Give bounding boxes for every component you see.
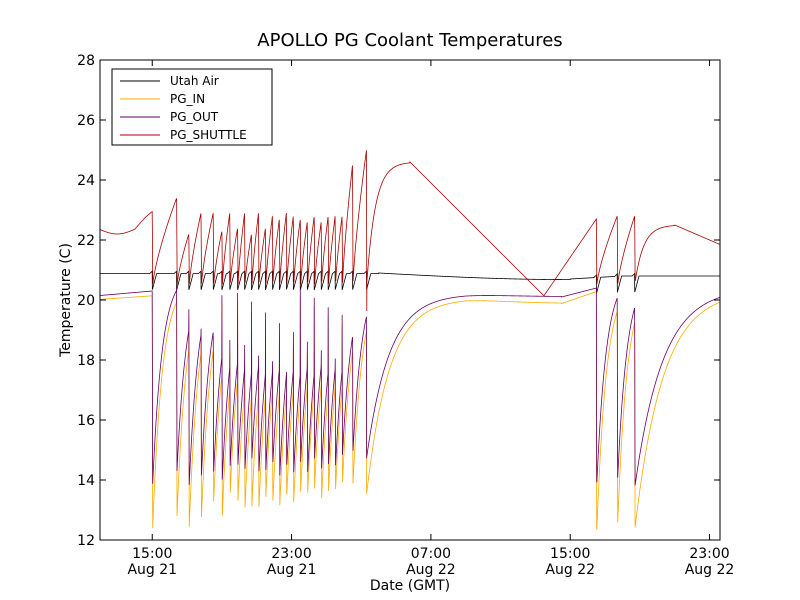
legend-label: PG_OUT <box>170 110 219 124</box>
x-tick-date-label: Aug 22 <box>545 562 595 578</box>
y-tick-label: 26 <box>77 113 95 129</box>
legend: Utah Air PG_IN PG_OUT PG_SHUTTLE <box>111 68 273 146</box>
x-tick-date-label: Aug 21 <box>127 562 177 578</box>
chart-title: APOLLO PG Coolant Temperatures <box>257 30 562 51</box>
x-axis-label: Date (GMT) <box>370 578 450 594</box>
legend-label: Utah Air <box>170 74 219 88</box>
series-line-pg-out <box>100 287 720 486</box>
y-axis-label: Temperature (C) <box>58 243 74 358</box>
x-tick-time-label: 23:00 <box>271 546 311 562</box>
series-line-pg-in <box>100 291 720 530</box>
y-tick-label: 12 <box>77 533 95 549</box>
x-tick-time-label: 07:00 <box>411 546 451 562</box>
y-tick-label: 16 <box>77 413 95 429</box>
legend-label: PG_SHUTTLE <box>170 128 247 142</box>
y-tick-label: 20 <box>77 293 95 309</box>
x-tick-time-label: 23:00 <box>689 546 729 562</box>
x-tick-date-label: Aug 21 <box>267 562 317 578</box>
legend-label: PG_IN <box>170 92 205 106</box>
x-tick-date-label: Aug 22 <box>406 562 456 578</box>
y-tick-label: 28 <box>77 53 95 69</box>
y-tick-label: 18 <box>77 353 95 369</box>
x-tick-time-label: 15:00 <box>550 546 590 562</box>
y-tick-label: 14 <box>77 473 95 489</box>
x-tick-date-label: Aug 22 <box>685 562 735 578</box>
series-line-pg-shuttle <box>100 150 720 312</box>
series-line-utah-air <box>100 270 720 294</box>
x-tick-time-label: 15:00 <box>132 546 172 562</box>
legend-box <box>111 68 273 146</box>
y-tick-label: 24 <box>77 173 95 189</box>
y-tick-label: 22 <box>77 233 95 249</box>
plot-area <box>99 59 721 541</box>
